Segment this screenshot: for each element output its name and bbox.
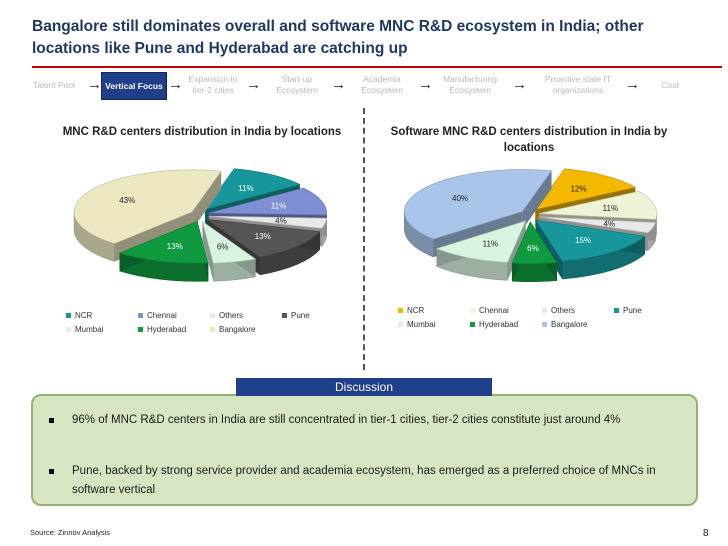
- flow-step-academia: Academia Ecosystem: [361, 74, 403, 95]
- legend-swatch: [138, 313, 143, 318]
- flow-step-cost: Cost: [661, 79, 679, 90]
- legend-label: Hyderabad: [147, 325, 187, 334]
- flow-step-talent-pool: Talent Pool: [32, 79, 76, 90]
- flow-step-state-it: Proactive state IT organizations: [544, 74, 612, 95]
- arrow-right-icon: →: [512, 76, 527, 93]
- data-label-mumbai: 6%: [217, 243, 229, 252]
- legend-item-pune: Pune: [282, 311, 310, 320]
- legend-swatch: [470, 322, 475, 327]
- legend-label: Bangalore: [551, 320, 588, 329]
- discussion-header: Discussion: [236, 378, 492, 396]
- legend-swatch: [66, 313, 71, 318]
- pie-chart-2: 12% 11% 4% 15% 6% 11% 40%: [404, 168, 658, 282]
- bullet-icon: [49, 418, 54, 423]
- chart-divider: [363, 108, 365, 370]
- data-label-ncr: 12%: [570, 185, 586, 194]
- legend-label: Hyderabad: [479, 320, 519, 329]
- legend-item-hyderabad: Hyderabad: [138, 325, 186, 334]
- data-label-hyderabad: 6%: [527, 244, 539, 253]
- legend-item-bangalore: Bangalore: [542, 320, 587, 329]
- legend-swatch: [470, 308, 475, 313]
- flow-step-manufacturing: Manufacturing Ecosystem: [443, 74, 497, 95]
- legend-swatch: [542, 308, 547, 313]
- data-label-bangalore: 43%: [119, 196, 135, 205]
- data-label-chennai: 11%: [603, 204, 618, 213]
- page-title: Bangalore still dominates overall and so…: [32, 18, 644, 57]
- arrow-right-icon: →: [331, 76, 346, 93]
- legend-label: NCR: [75, 311, 93, 320]
- data-label-chennai: 11%: [271, 201, 286, 210]
- legend-label: Others: [219, 311, 244, 320]
- data-label-pune: 15%: [575, 236, 591, 245]
- legend-item-others: Others: [542, 306, 575, 315]
- pie-slice-mumbai: [435, 220, 527, 281]
- legend-swatch: [66, 327, 71, 332]
- legend-swatch: [138, 327, 143, 332]
- process-flow: Talent Pool → Vertical Focus → Expansion…: [0, 0, 728, 100]
- legend-item-chennai: Chennai: [470, 306, 509, 315]
- bullet-text: Pune, backed by strong service provider …: [72, 465, 656, 496]
- chart-2-legend: NCR Chennai Others Pune Mumbai Hyderabad Banga…: [398, 306, 698, 334]
- legend-label: Pune: [291, 311, 310, 320]
- flow-step-vertical-focus: Vertical Focus: [101, 72, 167, 100]
- discussion-bullet: Pune, backed by strong service provider …: [49, 462, 682, 500]
- data-label-others: 4%: [275, 217, 287, 226]
- data-label-hyderabad: 13%: [167, 242, 183, 251]
- legend-swatch: [398, 308, 403, 313]
- discussion-bullet: 96% of MNC R&D centers in India are stil…: [49, 411, 682, 430]
- legend-item-ncr: NCR: [398, 306, 424, 315]
- data-label-bangalore: 40%: [452, 194, 468, 203]
- legend-item-others: Others: [210, 311, 243, 320]
- legend-item-pune: Pune: [614, 306, 642, 315]
- bullet-text: 96% of MNC R&D centers in India are stil…: [72, 414, 621, 426]
- page-number: 8: [703, 528, 709, 539]
- chart-1-title: MNC R&D centers distribution in India by…: [62, 126, 342, 138]
- legend-label: Others: [551, 306, 576, 315]
- legend-label: Pune: [623, 306, 642, 315]
- legend-item-mumbai: Mumbai: [398, 320, 435, 329]
- flow-step-tier2-expansion: Expansion to tier-2 cities: [188, 74, 238, 95]
- legend-item-ncr: NCR: [66, 311, 92, 320]
- pie-slice-mumbai: [201, 220, 257, 282]
- legend-item-hyderabad: Hyderabad: [470, 320, 518, 329]
- chart-1-legend: NCR Chennai Others Pune Mumbai Hyderabad Banga…: [66, 311, 346, 339]
- arrow-right-icon: →: [87, 76, 102, 93]
- legend-swatch: [210, 313, 215, 318]
- data-label-others: 4%: [603, 220, 615, 229]
- data-label-mumbai: 11%: [483, 240, 498, 249]
- pie-slice-hyderabad: [511, 221, 558, 282]
- data-label-ncr: 11%: [238, 184, 253, 193]
- arrow-right-icon: →: [168, 76, 183, 93]
- title-rule: [32, 66, 722, 68]
- legend-swatch: [282, 313, 287, 318]
- source-note: Source: Zinnov Analysis: [30, 528, 111, 537]
- legend-item-bangalore: Bangalore: [210, 325, 255, 334]
- legend-label: Chennai: [147, 311, 177, 320]
- arrow-right-icon: →: [418, 76, 433, 93]
- legend-swatch: [614, 308, 619, 313]
- chart-2-title: Software MNC R&D centers distribution in…: [390, 126, 668, 154]
- flow-step-startup: Start-up Ecosystem: [276, 74, 318, 95]
- legend-label: Chennai: [479, 306, 509, 315]
- legend-swatch: [542, 322, 547, 327]
- pie-chart-1: 11% 11% 4% 13% 6% 13% 43%: [73, 168, 328, 282]
- legend-item-mumbai: Mumbai: [66, 325, 103, 334]
- data-label-pune: 13%: [255, 232, 271, 241]
- legend-label: Bangalore: [219, 325, 256, 334]
- legend-swatch: [210, 327, 215, 332]
- legend-item-chennai: Chennai: [138, 311, 177, 320]
- pie-slice-hyderabad: [118, 221, 209, 282]
- arrow-right-icon: →: [246, 76, 261, 93]
- pie-slice-bangalore: [73, 169, 222, 262]
- legend-label: Mumbai: [407, 320, 436, 329]
- arrow-right-icon: →: [625, 76, 640, 93]
- bullet-icon: [49, 469, 54, 474]
- legend-label: Mumbai: [75, 325, 104, 334]
- legend-swatch: [398, 322, 403, 327]
- legend-label: NCR: [407, 306, 425, 315]
